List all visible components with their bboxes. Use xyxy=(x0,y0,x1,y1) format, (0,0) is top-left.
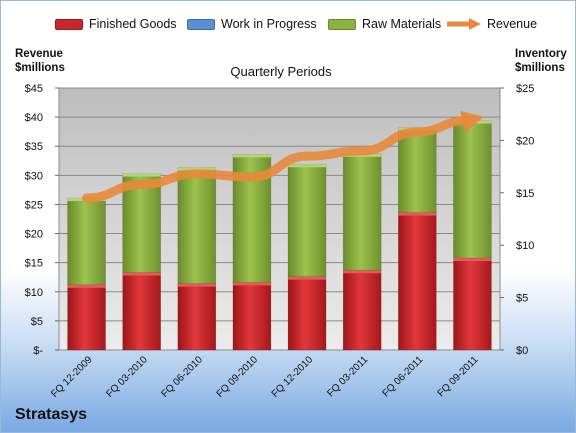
legend-label: Raw Materials xyxy=(362,17,442,31)
x-axis-tick-label: FQ 03-2010 xyxy=(104,354,150,400)
left-axis-tick-label: $10 xyxy=(25,287,43,299)
legend-swatch-raw-materials xyxy=(328,18,356,30)
x-axis-tick-label: FQ 06-2011 xyxy=(380,354,425,399)
x-axis-tick-label: FQ 09-2010 xyxy=(215,354,261,400)
bar-finished-goods xyxy=(287,276,327,351)
left-axis-tick-label: $- xyxy=(33,345,43,357)
legend-item-finished-goods: Finished Goods xyxy=(55,17,177,31)
x-axis-tick-label: FQ 12-2010 xyxy=(270,354,316,400)
bar-finished-goods-top xyxy=(67,284,106,288)
bar-finished-goods xyxy=(177,283,217,351)
legend-swatch-finished-goods xyxy=(55,18,83,30)
right-axis-tick-label: $10 xyxy=(516,240,534,252)
legend-item-revenue: Revenue xyxy=(447,17,537,31)
right-axis-tick-label: $15 xyxy=(516,188,534,200)
x-axis-tick-label: FQ 06-2010 xyxy=(159,354,205,400)
bar-raw-materials xyxy=(398,127,437,213)
bar-raw-materials xyxy=(342,153,382,271)
bar-finished-goods-top xyxy=(122,272,161,276)
left-axis-title: Revenue $millions xyxy=(15,47,65,75)
x-axis-tick-label: FQ 12-2009 xyxy=(49,354,95,400)
bar-finished-goods xyxy=(342,269,382,351)
legend-item-work-in-progress: Work in Progress xyxy=(187,17,317,31)
right-axis-tick-label: $0 xyxy=(516,345,528,357)
left-axis-tick-label: $45 xyxy=(25,83,43,95)
right-axis-tick-label: $20 xyxy=(516,135,534,147)
bar-finished-goods xyxy=(398,212,437,351)
bar-finished-goods xyxy=(67,284,106,351)
bar-raw-materials-top xyxy=(122,173,161,177)
left-axis-title-line1: Revenue xyxy=(15,48,63,60)
revenue-arrowhead xyxy=(460,110,485,133)
left-axis-tick-label: $15 xyxy=(25,258,43,270)
legend-label: Revenue xyxy=(487,17,538,31)
revenue-line xyxy=(82,116,472,203)
bar-raw-materials xyxy=(453,120,492,259)
bar-raw-materials-top xyxy=(177,167,216,171)
legend-swatch-work-in-progress xyxy=(187,18,215,30)
legend-revenue-arrow-icon xyxy=(447,18,481,30)
bar-finished-goods xyxy=(232,282,272,351)
left-axis-tick-label: $35 xyxy=(25,141,43,153)
left-axis-tick-label: $5 xyxy=(31,316,43,328)
legend-item-raw-materials: Raw Materials xyxy=(328,17,441,31)
bar-raw-materials xyxy=(287,163,327,277)
left-axis-title-line2: $millions xyxy=(15,62,65,74)
company-name: Stratasys xyxy=(15,406,88,423)
bar-raw-materials xyxy=(67,197,106,286)
chart-title: Quarterly Periods xyxy=(230,64,332,79)
left-axis-tick-label: $40 xyxy=(25,112,43,124)
bar-finished-goods-top xyxy=(398,212,437,216)
bar-finished-goods-top xyxy=(288,276,327,280)
x-axis-tick-label: FQ 03-2011 xyxy=(325,354,370,399)
bar-finished-goods xyxy=(453,257,492,351)
bar-raw-materials-top xyxy=(288,164,327,168)
right-axis-title-line2: $millions xyxy=(515,62,565,74)
left-axis-tick-label: $25 xyxy=(25,199,43,211)
bar-finished-goods-top xyxy=(453,258,492,262)
left-axis-tick-label: $30 xyxy=(25,170,43,182)
right-axis-title: Inventory $millions xyxy=(515,47,567,75)
left-axis-tick-label: $20 xyxy=(25,229,43,241)
right-axis-tick-label: $25 xyxy=(516,83,534,95)
x-axis-tick-label: FQ 09-2011 xyxy=(436,354,481,399)
bar-raw-materials-top xyxy=(232,154,271,158)
right-axis-tick-label: $5 xyxy=(516,293,528,305)
bar-finished-goods-top xyxy=(343,270,382,274)
right-axis-title-line1: Inventory xyxy=(515,48,567,60)
bar-raw-materials xyxy=(177,167,217,284)
chart-legend: Finished Goods Work in Progress Raw Mate… xyxy=(1,17,575,35)
legend-label: Work in Progress xyxy=(221,17,317,31)
bar-finished-goods-top xyxy=(232,282,271,286)
bar-finished-goods-top xyxy=(177,283,216,287)
legend-label: Finished Goods xyxy=(89,17,177,31)
bar-finished-goods xyxy=(122,272,161,351)
